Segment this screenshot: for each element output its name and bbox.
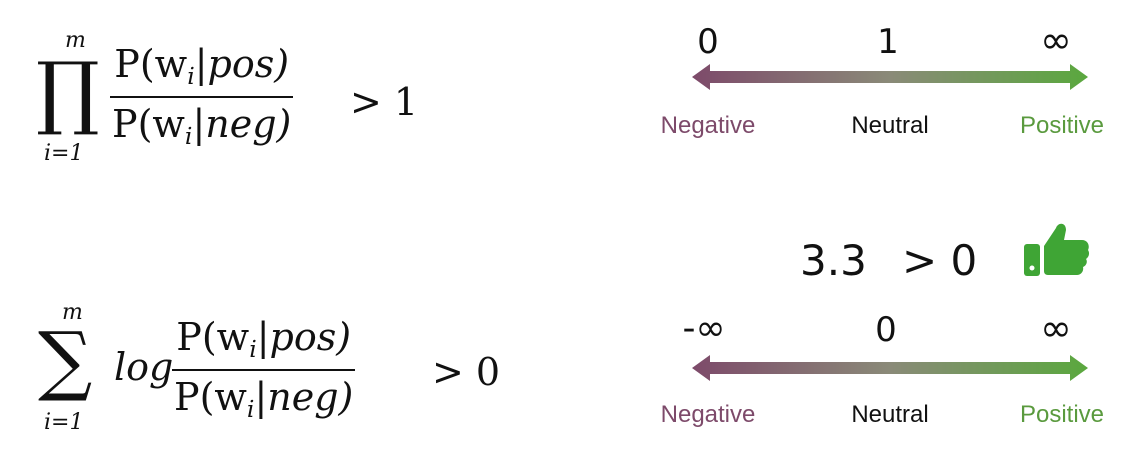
product-relation: > 1: [350, 80, 419, 124]
ratio-tick-one: 1: [877, 22, 899, 62]
ratio-tick-zero: 0: [697, 22, 719, 62]
sum-log: log: [114, 345, 174, 389]
sum-fraction: P(wi|pos) P(wi|neg): [172, 315, 356, 424]
log-scale-arrow: [692, 355, 1088, 381]
sum-fraction-bar: [172, 369, 356, 372]
sum-relation: > 0: [432, 350, 501, 394]
ratio-label-positive: Positive: [1019, 112, 1105, 139]
sum-upper-limit: m: [62, 300, 83, 325]
ratio-scale-arrow: [692, 64, 1088, 90]
ratio-label-neutral: Neutral: [851, 112, 929, 139]
log-label-positive: Positive: [1019, 401, 1105, 428]
score-relation: > 0: [902, 236, 978, 285]
log-label-negative: Negative: [660, 401, 756, 428]
log-tick-zero: 0: [875, 310, 897, 350]
ratio-tick-infinity: ∞: [1040, 18, 1072, 62]
log-label-neutral: Neutral: [851, 401, 929, 428]
score-value: 3.3: [800, 236, 867, 285]
sum-denominator: P(wi|neg): [174, 375, 354, 424]
product-fraction-bar: [110, 96, 294, 99]
ratio-label-negative: Negative: [660, 112, 756, 139]
sum-lower-limit: i=1: [44, 410, 84, 435]
product-operator: ∏: [36, 45, 100, 138]
log-tick-neg-infinity: -∞: [682, 308, 726, 349]
product-numerator: P(wi|pos): [114, 42, 290, 91]
sum-numerator: P(wi|pos): [176, 315, 352, 364]
product-upper-limit: m: [65, 28, 86, 53]
product-fraction: P(wi|pos) P(wi|neg): [110, 42, 294, 151]
thumbs-up-icon: [1024, 223, 1090, 276]
sum-operator: ∑: [38, 315, 93, 404]
product-denominator: P(wi|neg): [112, 102, 292, 151]
product-lower-limit: i=1: [44, 141, 84, 166]
log-tick-infinity: ∞: [1040, 306, 1072, 350]
